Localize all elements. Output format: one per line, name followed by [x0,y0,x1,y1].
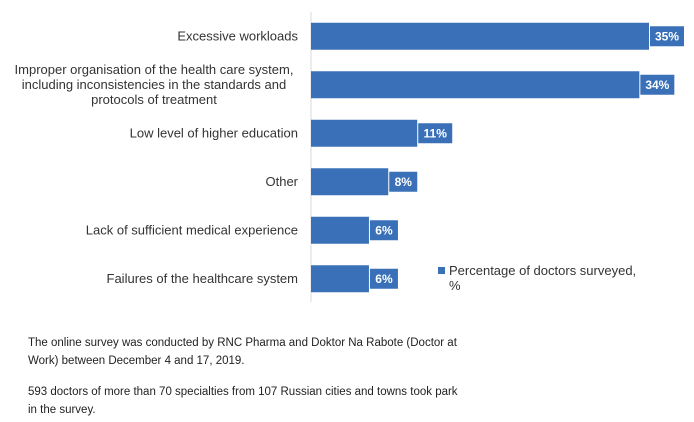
category-label: Other [265,174,298,189]
data-label: 11% [424,126,448,140]
bar-chart: 35% Excessive workloads 34% Improper organi… [15,12,684,302]
data-label: 6% [375,223,393,237]
category-label: including inconsistencies in the standar… [22,77,287,92]
legend-swatch [438,267,445,274]
category-label: Failures of the healthcare system [107,271,298,286]
category-label: Excessive workloads [177,28,298,43]
bar [311,119,418,147]
bar [311,216,369,244]
category-label: protocols of treatment [91,92,217,107]
survey-note: The online survey was conducted by RNC P… [28,337,457,367]
legend-label: Percentage of doctors surveyed, % [449,263,637,293]
data-label: 6% [375,272,393,286]
category-label: Lack of sufficient medical experience [86,222,298,237]
data-label-box [418,123,453,144]
data-label: 8% [395,175,413,189]
data-label-box [389,171,418,192]
data-label-box [369,268,398,289]
data-label: 34% [645,78,669,92]
bar [311,22,649,50]
bar [311,71,640,99]
category-label: Improper organisation of the health care… [15,62,294,77]
bars-group: 35% Excessive workloads 34% Improper organi… [15,22,684,293]
data-label-box [650,26,684,47]
bar [311,265,369,293]
sample-note: 593 doctors of more than 70 specialties … [28,386,458,416]
data-label: 35% [655,29,679,43]
legend: Percentage of doctors surveyed, % [438,263,638,293]
data-label-box [640,74,675,95]
bar [311,168,389,196]
category-label: Low level of higher education [130,125,298,140]
data-label-box [369,220,398,241]
